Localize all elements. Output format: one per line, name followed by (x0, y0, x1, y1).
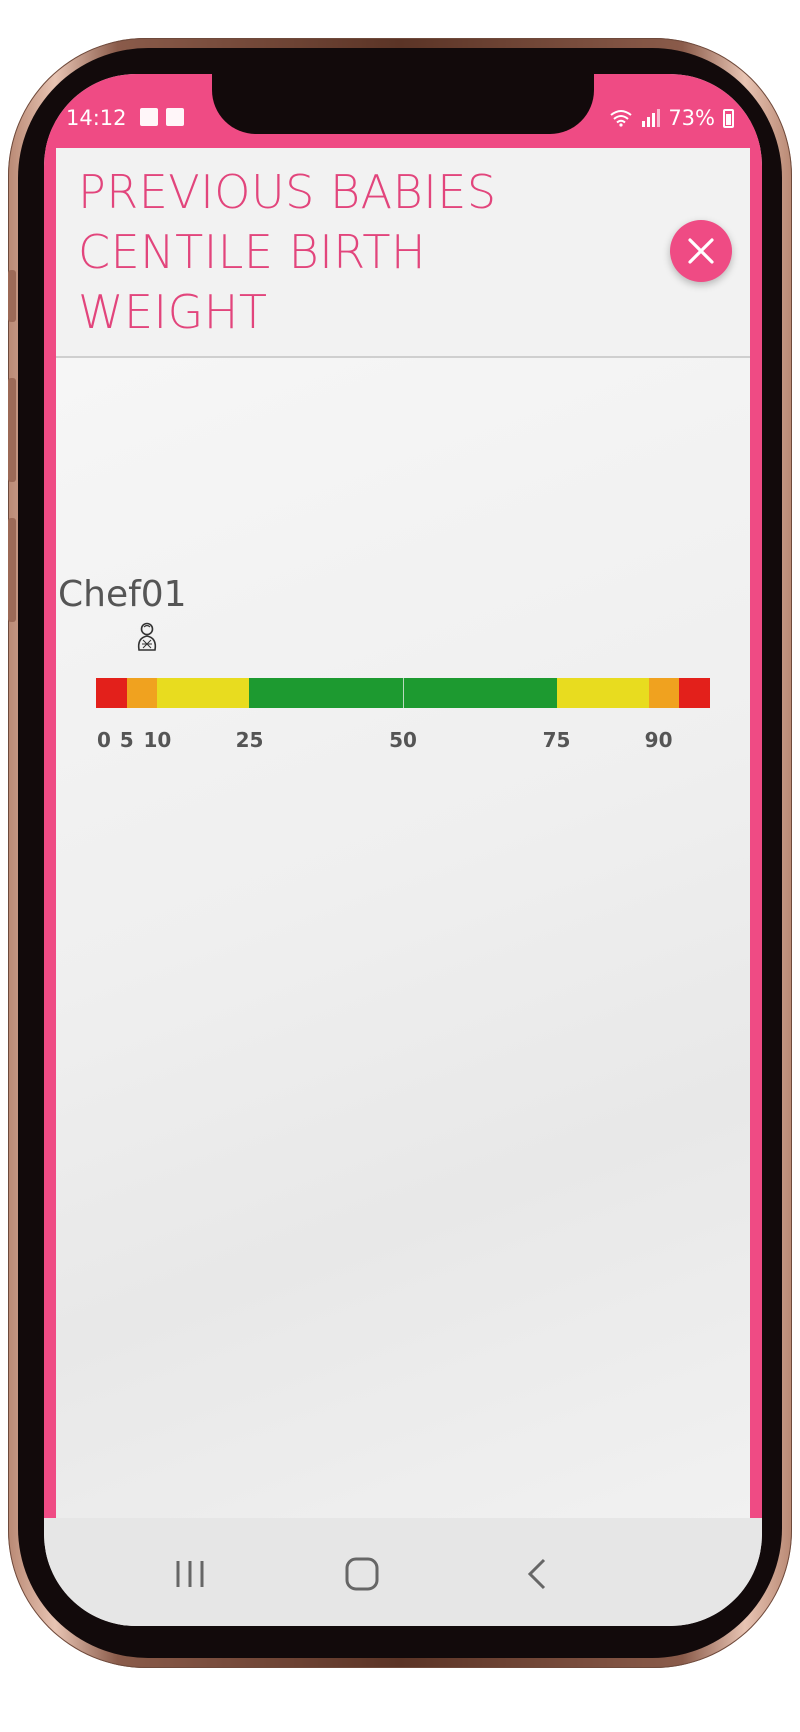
centile-segment-5-10 (126, 678, 158, 708)
screen: 14:12 73% PREVIOUS BABIES CENTILE BIRT (44, 74, 762, 1626)
centile-segment-10-25 (157, 678, 250, 708)
status-time: 14:12 (66, 106, 127, 130)
centile-segment-50-75 (402, 678, 557, 708)
page-title: PREVIOUS BABIES CENTILE BIRTH WEIGHT (78, 165, 497, 339)
centile-tick-label: 75 (542, 728, 571, 752)
centile-bar (96, 678, 710, 708)
app-notification-icon (166, 108, 184, 126)
camera-notch (212, 74, 594, 134)
centile-segment-90-95 (648, 678, 680, 708)
recent-apps-icon (176, 1561, 204, 1587)
volume-down-button (8, 518, 16, 622)
wifi-icon (610, 110, 632, 127)
status-right: 73% (610, 106, 734, 130)
volume-up-button (8, 378, 16, 482)
recent-apps-button[interactable] (170, 1554, 210, 1594)
centile-tick-label: 90 (644, 728, 673, 752)
centile-tick-label: 5 (119, 728, 134, 752)
back-icon (527, 1558, 546, 1590)
power-button (8, 270, 16, 322)
baby-name: Chef01 (58, 574, 187, 615)
home-icon (345, 1557, 379, 1591)
close-icon (688, 238, 714, 264)
gallery-icon (140, 108, 158, 126)
centile-tick-label: 10 (143, 728, 172, 752)
centile-tick-label: 25 (235, 728, 264, 752)
notification-icons (140, 108, 184, 126)
centile-segment-95-100 (679, 678, 710, 708)
close-button[interactable] (670, 220, 732, 282)
back-button[interactable] (518, 1554, 558, 1594)
centile-segment-75-90 (556, 678, 649, 708)
centile-tick-label: 50 (389, 728, 417, 752)
centile-tick-label: 0 (97, 728, 111, 752)
screen-edge-right (750, 74, 762, 1518)
baby-icon (137, 622, 156, 651)
centile-content: Chef01 0 5 10 25 50 75 90 (56, 358, 750, 1518)
signal-icon (642, 109, 661, 127)
screen-edge-left (44, 74, 56, 1518)
centile-segment-25-50 (249, 678, 403, 708)
page-header: PREVIOUS BABIES CENTILE BIRTH WEIGHT (56, 148, 750, 358)
battery-icon (723, 108, 734, 128)
android-nav-bar (44, 1518, 762, 1626)
home-button[interactable] (342, 1554, 382, 1594)
battery-percent: 73% (668, 106, 715, 130)
centile-segment-0-5 (96, 678, 127, 708)
